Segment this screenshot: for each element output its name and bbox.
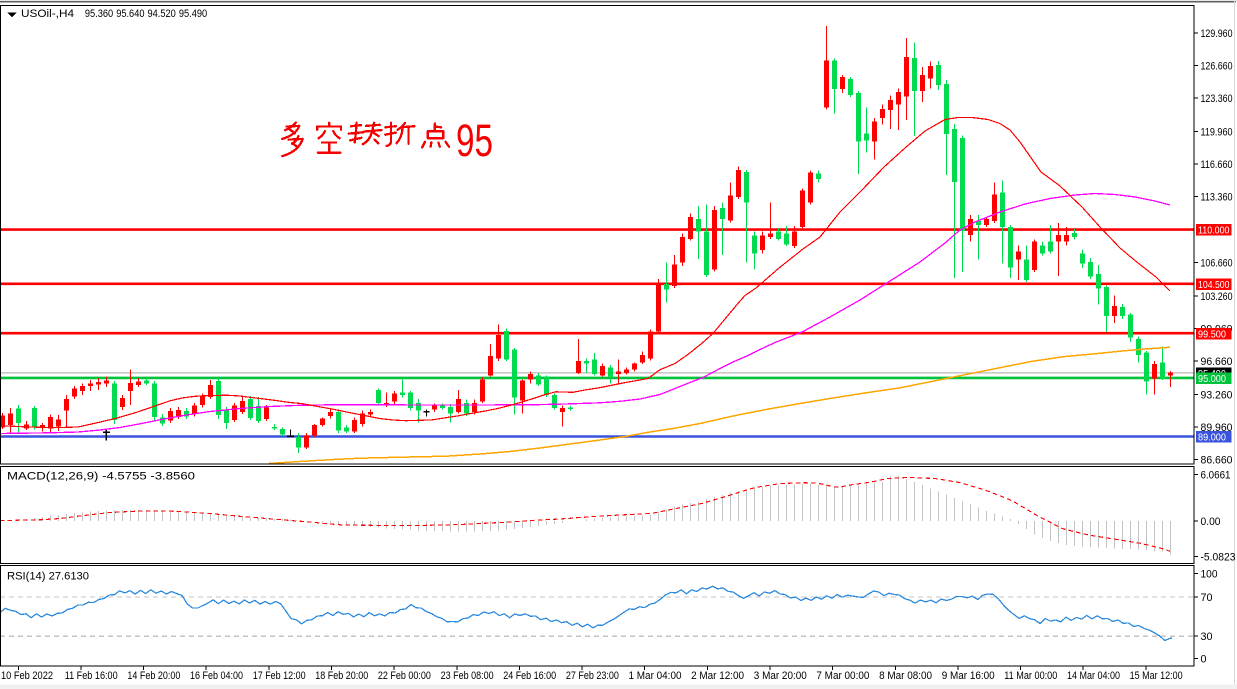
svg-text:27 Feb 23:00: 27 Feb 23:00 — [566, 670, 619, 682]
svg-text:2 Mar 12:00: 2 Mar 12:00 — [691, 670, 744, 682]
svg-text:23 Feb 08:00: 23 Feb 08:00 — [441, 670, 494, 682]
svg-text:14 Feb 20:00: 14 Feb 20:00 — [127, 670, 180, 682]
svg-text:95.360: 95.360 — [85, 8, 113, 20]
svg-text:MACD(12,26,9) -4.5755 -3.8560: MACD(12,26,9) -4.5755 -3.8560 — [7, 471, 195, 483]
svg-text:113.360: 113.360 — [1201, 192, 1233, 204]
svg-text:104.500: 104.500 — [1198, 279, 1230, 291]
svg-text:15 Mar 12:00: 15 Mar 12:00 — [1130, 670, 1183, 682]
svg-text:16 Feb 04:00: 16 Feb 04:00 — [190, 670, 243, 682]
svg-text:6.0661: 6.0661 — [1201, 470, 1231, 482]
svg-text:129.960: 129.960 — [1201, 28, 1233, 40]
svg-text:24 Feb 16:00: 24 Feb 16:00 — [503, 670, 556, 682]
svg-text:106.660: 106.660 — [1201, 258, 1233, 270]
svg-text:11 Feb 16:00: 11 Feb 16:00 — [65, 670, 118, 682]
svg-text:9 Mar 16:00: 9 Mar 16:00 — [942, 670, 995, 682]
svg-text:100: 100 — [1201, 569, 1218, 581]
svg-text:11 Mar 00:00: 11 Mar 00:00 — [1004, 670, 1057, 682]
svg-text:RSI(14) 27.6130: RSI(14) 27.6130 — [7, 571, 89, 583]
svg-text:94.520: 94.520 — [148, 8, 176, 20]
svg-text:119.960: 119.960 — [1201, 127, 1233, 139]
svg-text:95.640: 95.640 — [116, 8, 144, 20]
svg-text:1 Mar 04:00: 1 Mar 04:00 — [629, 670, 682, 682]
svg-text:30: 30 — [1201, 631, 1213, 643]
svg-text:0.00: 0.00 — [1201, 516, 1221, 528]
svg-text:70: 70 — [1201, 592, 1213, 604]
svg-text:95.000: 95.000 — [1198, 373, 1226, 385]
svg-text:126.660: 126.660 — [1201, 61, 1233, 73]
svg-text:110.000: 110.000 — [1198, 225, 1230, 237]
svg-text:10 Feb 2022: 10 Feb 2022 — [1, 670, 53, 682]
svg-text:14 Mar 04:00: 14 Mar 04:00 — [1067, 670, 1120, 682]
svg-text:96.660: 96.660 — [1201, 356, 1233, 368]
svg-text:-5.0823: -5.0823 — [1201, 551, 1236, 563]
svg-text:123.360: 123.360 — [1201, 93, 1233, 105]
svg-text:0: 0 — [1201, 654, 1207, 666]
svg-text:95.490: 95.490 — [179, 8, 207, 20]
svg-text:89.000: 89.000 — [1198, 432, 1226, 444]
svg-text:USOil-,H4: USOil-,H4 — [21, 8, 74, 20]
svg-text:7 Mar 00:00: 7 Mar 00:00 — [816, 670, 869, 682]
svg-text:103.260: 103.260 — [1201, 291, 1233, 303]
svg-text:89.960: 89.960 — [1201, 422, 1233, 434]
svg-text:3 Mar 20:00: 3 Mar 20:00 — [754, 670, 807, 682]
svg-text:99.500: 99.500 — [1198, 329, 1226, 341]
svg-text:116.660: 116.660 — [1201, 159, 1233, 171]
svg-text:18 Feb 20:00: 18 Feb 20:00 — [315, 670, 368, 682]
svg-text:86.660: 86.660 — [1201, 454, 1233, 466]
svg-text:17 Feb 12:00: 17 Feb 12:00 — [253, 670, 306, 682]
svg-text:95: 95 — [456, 115, 493, 166]
svg-text:8 Mar 08:00: 8 Mar 08:00 — [879, 670, 932, 682]
svg-text:22 Feb 00:00: 22 Feb 00:00 — [378, 670, 431, 682]
svg-text:93.260: 93.260 — [1201, 389, 1233, 401]
